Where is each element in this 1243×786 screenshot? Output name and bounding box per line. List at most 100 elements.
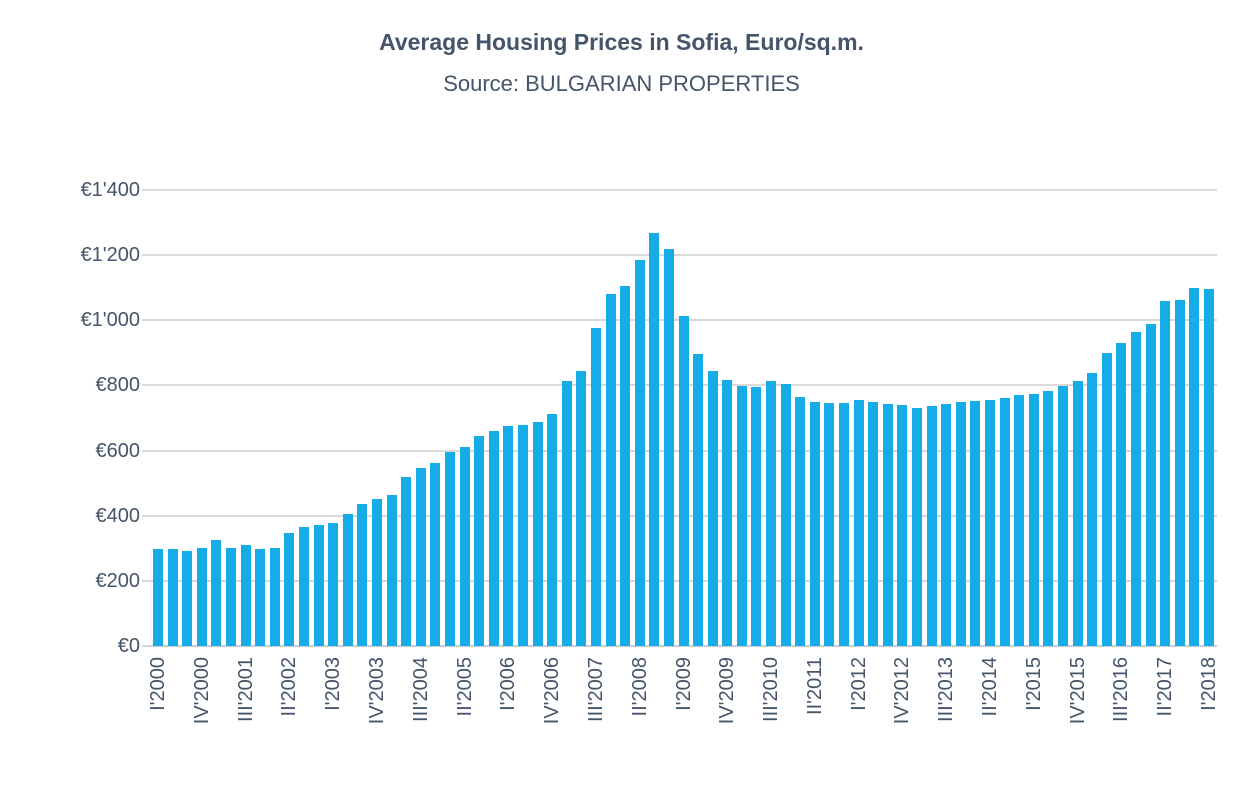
bar xyxy=(371,499,382,646)
bar xyxy=(547,414,558,646)
bar xyxy=(576,371,587,646)
bar xyxy=(401,477,412,646)
chart-subtitle: Source: BULGARIAN PROPERTIES xyxy=(443,71,800,96)
y-axis-tick-label: €400 xyxy=(95,504,141,527)
x-axis-tick-label: I'2012 xyxy=(847,657,870,711)
bar xyxy=(1028,394,1039,646)
bar xyxy=(284,533,295,646)
bar xyxy=(649,233,660,646)
bar xyxy=(795,397,806,646)
bar xyxy=(503,426,514,646)
bar xyxy=(561,381,572,646)
bar xyxy=(1014,395,1025,646)
x-axis-tick-label: IV'2003 xyxy=(365,657,388,725)
y-axis-tick-label: €800 xyxy=(95,374,141,397)
y-axis-tick-label: €1'400 xyxy=(80,179,140,201)
bar xyxy=(415,468,426,646)
y-axis-tick-label: €1'200 xyxy=(80,244,140,267)
bar xyxy=(298,527,309,646)
bar xyxy=(532,422,543,646)
bar xyxy=(839,403,850,646)
x-axis-line xyxy=(150,645,1217,647)
bar xyxy=(853,400,864,646)
bar xyxy=(1058,386,1069,646)
bar xyxy=(357,504,368,646)
x-axis-tick-label: II'2011 xyxy=(803,657,826,715)
bar xyxy=(1204,289,1214,646)
bar xyxy=(941,404,952,646)
bar xyxy=(313,525,324,646)
y-axis-tick-mark xyxy=(142,384,150,387)
x-axis-tick-label: I'2003 xyxy=(322,657,345,711)
bar xyxy=(1072,381,1083,646)
bar xyxy=(1101,353,1112,646)
bar xyxy=(386,495,397,646)
x-axis-tick-label: II'2017 xyxy=(1154,657,1177,717)
bar xyxy=(678,316,689,646)
y-axis-tick-mark xyxy=(142,579,150,582)
bar xyxy=(182,551,193,646)
bar xyxy=(1174,300,1185,646)
x-axis-tick-label: II'2002 xyxy=(278,657,301,717)
gridline xyxy=(150,254,1217,257)
bar xyxy=(444,452,455,646)
x-axis-tick-label: III'2010 xyxy=(760,657,783,722)
bar xyxy=(722,380,733,646)
x-axis-tick-label: III'2016 xyxy=(1110,657,1133,722)
chart-title: Average Housing Prices in Sofia, Euro/sq… xyxy=(379,29,864,55)
gridline xyxy=(150,189,1217,191)
bar xyxy=(1087,373,1098,646)
x-axis-tick-label: I'2015 xyxy=(1022,657,1045,711)
y-axis-tick-mark xyxy=(142,319,150,322)
x-axis-tick-label: III'2007 xyxy=(584,657,607,722)
bar xyxy=(1043,391,1054,646)
x-axis-tick-label: IV'2015 xyxy=(1066,657,1089,725)
bar xyxy=(605,294,616,646)
bar xyxy=(985,400,996,646)
x-axis-tick-label: II'2008 xyxy=(628,657,651,717)
bar xyxy=(1116,343,1127,646)
bar xyxy=(269,548,280,646)
bar xyxy=(328,523,339,646)
bar xyxy=(517,425,528,646)
bar xyxy=(167,549,178,646)
bar xyxy=(225,548,236,646)
x-axis-tick-label: I'2006 xyxy=(497,657,520,711)
y-axis-tick-label: €0 xyxy=(117,635,140,657)
bar xyxy=(1145,324,1156,646)
bar xyxy=(868,402,879,646)
bar xyxy=(634,260,645,646)
bar xyxy=(809,402,820,646)
x-axis-tick-label: III'2004 xyxy=(409,657,432,722)
bar xyxy=(912,408,923,646)
bar xyxy=(999,398,1010,646)
bar xyxy=(590,328,601,646)
bar xyxy=(1131,332,1141,646)
plot-area xyxy=(150,189,1217,647)
x-axis-tick-label: IV'2006 xyxy=(541,657,564,725)
bar xyxy=(824,403,835,646)
y-axis-tick-label: €1'000 xyxy=(80,309,140,332)
y-axis: €0 €200 €400 €600 €800 €1'000 €1'200 €1'400 xyxy=(0,179,141,657)
bar xyxy=(488,431,499,646)
bar xyxy=(196,548,207,646)
bar xyxy=(1160,301,1171,646)
x-axis-tick-label: IV'2000 xyxy=(190,657,213,725)
x-axis-tick-label: II'2005 xyxy=(453,657,476,717)
y-axis-tick-mark xyxy=(142,645,150,647)
bar xyxy=(342,514,353,646)
y-axis-tick-mark xyxy=(142,514,150,517)
x-axis-tick-label: III'2001 xyxy=(234,657,257,722)
bar xyxy=(459,447,470,646)
y-axis-tick-label: €200 xyxy=(95,569,141,592)
x-axis-tick-label: I'2009 xyxy=(672,657,695,711)
y-axis-tick-mark xyxy=(142,254,150,257)
bar xyxy=(620,286,631,646)
bar xyxy=(970,401,981,646)
x-axis-tick-label: II'2014 xyxy=(979,657,1002,717)
bar xyxy=(882,404,893,646)
bar xyxy=(430,463,441,646)
x-axis-tick-label: IV'2012 xyxy=(891,657,914,725)
x-axis-tick-label: I'2000 xyxy=(147,657,169,711)
bar xyxy=(897,405,908,646)
